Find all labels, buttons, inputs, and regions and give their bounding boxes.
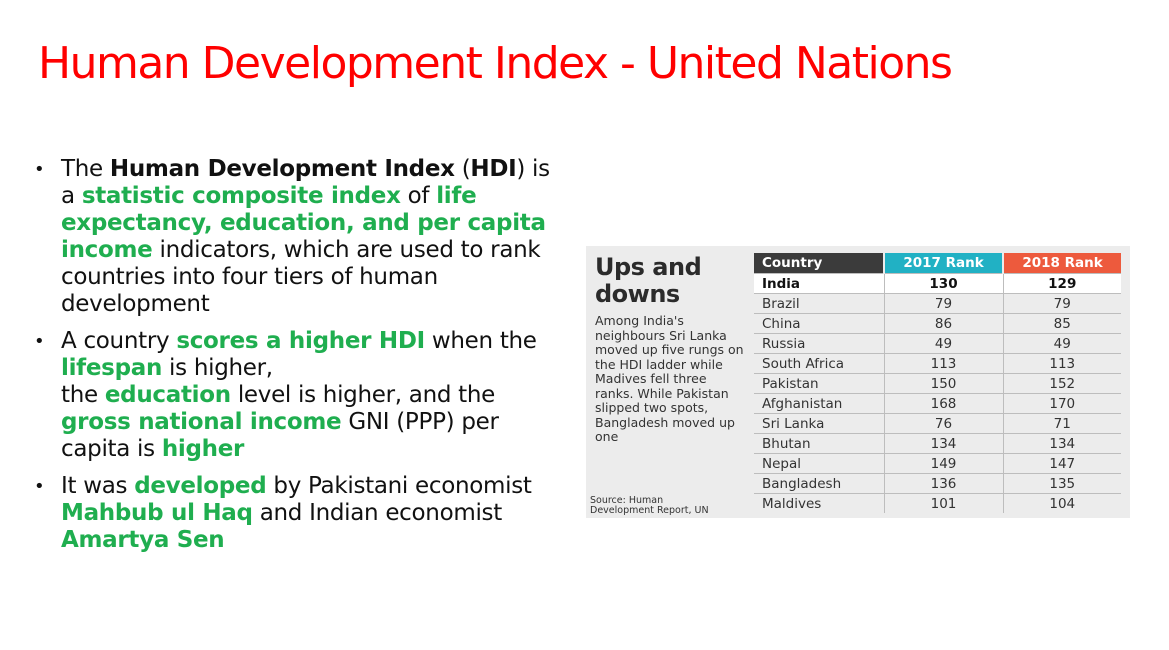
country-cell: Sri Lanka xyxy=(754,413,885,434)
heading-line: downs xyxy=(595,280,680,308)
bullet-dot-icon: • xyxy=(34,331,45,352)
rank-2018-cell: 147 xyxy=(1003,453,1121,474)
column-header-2017-rank: 2017 Rank xyxy=(883,253,1003,274)
bullet-developers: • It was developed by Pakistani economist… xyxy=(34,473,564,554)
rank-2017-cell: 134 xyxy=(884,433,1004,454)
table-header-row: Country 2017 Rank 2018 Rank xyxy=(754,253,1121,274)
bullet-higher-hdi: • A country scores a higher HDI when the… xyxy=(34,328,564,463)
country-cell: Bhutan xyxy=(754,433,885,454)
country-cell: Nepal xyxy=(754,453,885,474)
bullet-text: when the xyxy=(424,328,537,354)
country-cell: India xyxy=(754,273,885,294)
column-header-country: Country xyxy=(754,253,884,274)
highlight-term: lifespan xyxy=(61,355,163,381)
bullet-text: level is higher, and the xyxy=(230,382,496,408)
highlight-term: education xyxy=(104,382,231,408)
source-line: Source: Human xyxy=(590,495,664,506)
table-row: China 86 85 xyxy=(754,313,1121,334)
country-cell: Maldives xyxy=(754,493,885,513)
rank-2017-cell: 101 xyxy=(884,493,1004,513)
highlight-term: gross national income xyxy=(61,409,342,435)
rank-2018-cell: 170 xyxy=(1003,393,1121,414)
table-row: India 130 129 xyxy=(754,273,1121,294)
source-line: Development Report, UN xyxy=(590,505,709,516)
rank-2017-cell: 113 xyxy=(884,353,1004,374)
table-row: Nepal 149 147 xyxy=(754,453,1121,474)
rank-2018-cell: 79 xyxy=(1003,293,1121,314)
infographic-description: Among India's neighbours Sri Lanka moved… xyxy=(595,313,744,444)
bullet-text: the xyxy=(61,382,105,408)
highlight-term: Amartya Sen xyxy=(61,527,225,553)
highlight-term: Mahbub ul Haq xyxy=(61,500,253,526)
bold-term: Human Development Index xyxy=(109,156,455,182)
country-cell: China xyxy=(754,313,885,334)
country-cell: Pakistan xyxy=(754,373,885,394)
table-row: Sri Lanka 76 71 xyxy=(754,413,1121,434)
rank-2018-cell: 85 xyxy=(1003,313,1121,334)
rank-2018-cell: 152 xyxy=(1003,373,1121,394)
table-row: Bangladesh 136 135 xyxy=(754,473,1121,494)
bold-term: HDI xyxy=(470,156,517,182)
heading-line: Ups and xyxy=(595,253,702,281)
country-cell: Russia xyxy=(754,333,885,354)
rank-2017-cell: 79 xyxy=(884,293,1004,314)
bullet-text: It was xyxy=(61,473,135,499)
table-row: Maldives 101 104 xyxy=(754,493,1121,513)
table-row: Bhutan 134 134 xyxy=(754,433,1121,454)
bullet-dot-icon: • xyxy=(34,476,45,497)
bullet-text: ( xyxy=(454,156,471,182)
rank-2017-cell: 86 xyxy=(884,313,1004,334)
country-cell: Bangladesh xyxy=(754,473,885,494)
highlight-term: life expectancy, education, and per capi… xyxy=(61,183,546,263)
rank-2018-cell: 135 xyxy=(1003,473,1121,494)
table-row: Russia 49 49 xyxy=(754,333,1121,354)
highlight-term: scores a higher HDI xyxy=(176,328,425,354)
bullet-text: is higher, xyxy=(162,355,273,381)
rank-2017-cell: 136 xyxy=(884,473,1004,494)
rank-2017-cell: 76 xyxy=(884,413,1004,434)
rank-2017-cell: 49 xyxy=(884,333,1004,354)
rank-2018-cell: 71 xyxy=(1003,413,1121,434)
table-row: Pakistan 150 152 xyxy=(754,373,1121,394)
bullet-dot-icon: • xyxy=(34,159,45,180)
bullet-text: of xyxy=(400,183,437,209)
rank-2017-cell: 149 xyxy=(884,453,1004,474)
country-cell: Brazil xyxy=(754,293,885,314)
bullet-text: by Pakistani economist xyxy=(266,473,532,499)
rank-2018-cell: 134 xyxy=(1003,433,1121,454)
slide-title: Human Development Index - United Nations xyxy=(38,38,953,89)
rank-2018-cell: 104 xyxy=(1003,493,1121,513)
bullet-text: ) is a xyxy=(61,156,550,209)
bullet-text: indicators, which are used to rank count… xyxy=(61,237,541,317)
rank-table: Country 2017 Rank 2018 Rank India 130 12… xyxy=(754,253,1121,513)
rank-2018-cell: 129 xyxy=(1003,273,1121,294)
bullet-text: GNI (PPP) per capita is xyxy=(61,409,499,462)
column-header-2018-rank: 2018 Rank xyxy=(1002,253,1121,274)
rank-2017-cell: 150 xyxy=(884,373,1004,394)
table-row: Brazil 79 79 xyxy=(754,293,1121,314)
rank-2017-cell: 168 xyxy=(884,393,1004,414)
highlight-term: statistic composite index xyxy=(81,183,401,209)
rank-2018-cell: 113 xyxy=(1003,353,1121,374)
bullet-list: • The Human Development Index (HDI) is a … xyxy=(34,156,564,564)
bullet-hdi-definition: • The Human Development Index (HDI) is a … xyxy=(34,156,564,318)
country-cell: South Africa xyxy=(754,353,885,374)
infographic-source: Source: Human Development Report, UN xyxy=(590,496,709,516)
highlight-term: higher xyxy=(161,436,245,462)
infographic-heading: Ups and downs xyxy=(595,253,702,308)
bullet-text: A country xyxy=(61,328,177,354)
rank-2018-cell: 49 xyxy=(1003,333,1121,354)
rank-2017-cell: 130 xyxy=(884,273,1004,294)
table-row: Afghanistan 168 170 xyxy=(754,393,1121,414)
hdi-rank-infographic: Ups and downs Among India's neighbours Sr… xyxy=(586,246,1130,518)
bullet-text: The xyxy=(61,156,110,182)
highlight-term: developed xyxy=(134,473,267,499)
country-cell: Afghanistan xyxy=(754,393,885,414)
bullet-text: and Indian economist xyxy=(252,500,503,526)
table-row: South Africa 113 113 xyxy=(754,353,1121,374)
